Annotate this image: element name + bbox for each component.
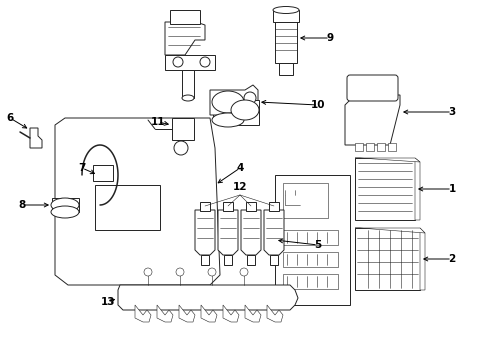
Text: 4: 4 <box>236 163 243 173</box>
Circle shape <box>176 268 183 276</box>
Polygon shape <box>414 158 419 220</box>
Bar <box>376 143 384 151</box>
Bar <box>182 70 194 98</box>
Polygon shape <box>179 305 195 322</box>
Bar <box>283 252 337 267</box>
Circle shape <box>244 92 256 104</box>
Bar <box>354 228 419 290</box>
Bar <box>283 274 337 289</box>
Circle shape <box>207 268 216 276</box>
Ellipse shape <box>272 6 298 14</box>
Polygon shape <box>354 158 414 220</box>
FancyBboxPatch shape <box>346 75 397 101</box>
Ellipse shape <box>212 91 244 113</box>
Circle shape <box>173 57 183 67</box>
Text: 11: 11 <box>150 117 165 127</box>
Polygon shape <box>349 80 394 95</box>
Bar <box>213 90 244 120</box>
Polygon shape <box>201 305 217 322</box>
Polygon shape <box>354 228 424 233</box>
Circle shape <box>143 268 152 276</box>
Text: 10: 10 <box>310 100 325 110</box>
Bar <box>272 10 298 22</box>
Bar <box>200 202 209 211</box>
Polygon shape <box>118 285 297 310</box>
Text: 6: 6 <box>6 113 14 123</box>
Ellipse shape <box>230 100 259 120</box>
Polygon shape <box>345 95 399 145</box>
Polygon shape <box>218 210 238 255</box>
Text: 12: 12 <box>232 182 247 192</box>
Ellipse shape <box>51 198 79 212</box>
Polygon shape <box>354 158 419 162</box>
Text: 2: 2 <box>447 254 455 264</box>
Polygon shape <box>164 18 204 55</box>
Bar <box>246 255 254 265</box>
Bar <box>365 143 373 151</box>
Bar <box>95 185 160 230</box>
Polygon shape <box>135 305 151 322</box>
Bar <box>52 198 79 212</box>
Text: 1: 1 <box>447 184 455 194</box>
Text: 8: 8 <box>19 200 25 210</box>
Polygon shape <box>157 305 173 322</box>
Bar <box>274 175 349 305</box>
Circle shape <box>200 57 209 67</box>
Text: 5: 5 <box>314 240 321 250</box>
Bar <box>269 255 278 265</box>
Bar <box>170 10 200 24</box>
Bar <box>387 143 395 151</box>
Polygon shape <box>419 228 424 290</box>
Bar <box>274 18 296 63</box>
Polygon shape <box>223 305 239 322</box>
Bar <box>245 202 256 211</box>
Bar <box>223 202 232 211</box>
Bar <box>283 230 337 245</box>
Bar <box>224 255 231 265</box>
Ellipse shape <box>212 113 244 127</box>
Ellipse shape <box>182 95 194 101</box>
Text: 3: 3 <box>447 107 455 117</box>
Polygon shape <box>164 55 215 70</box>
Circle shape <box>240 268 247 276</box>
Bar <box>93 165 113 181</box>
Bar <box>172 118 194 140</box>
Text: 9: 9 <box>326 33 333 43</box>
Polygon shape <box>55 118 220 285</box>
Polygon shape <box>264 210 284 255</box>
Polygon shape <box>209 85 258 115</box>
Polygon shape <box>244 305 261 322</box>
Bar <box>230 100 259 125</box>
Text: 7: 7 <box>78 163 85 173</box>
Bar <box>268 202 279 211</box>
Polygon shape <box>195 210 215 255</box>
Bar <box>201 255 208 265</box>
Polygon shape <box>241 210 261 255</box>
Polygon shape <box>30 128 42 148</box>
Ellipse shape <box>51 206 79 218</box>
Circle shape <box>174 141 187 155</box>
Bar <box>354 143 362 151</box>
Text: 13: 13 <box>101 297 115 307</box>
Bar <box>283 183 327 218</box>
Polygon shape <box>266 305 283 322</box>
Bar <box>279 63 292 75</box>
